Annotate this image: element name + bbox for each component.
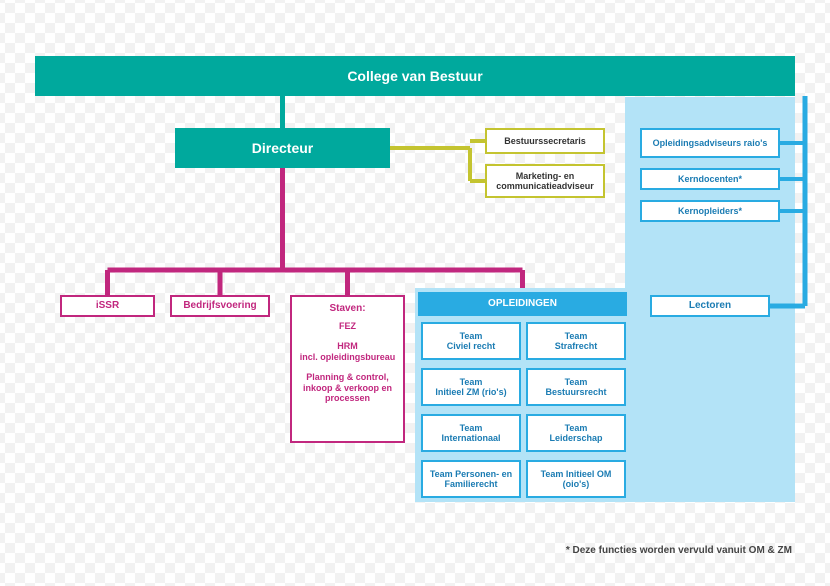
directeur: Directeur xyxy=(175,128,390,168)
kerndocenten: Kerndocenten* xyxy=(640,168,780,190)
team-3-1: Team Initieel OM (oio's) xyxy=(526,460,626,498)
bedrijfsvoering: Bedrijfsvoering xyxy=(170,295,270,317)
staven-title: Staven: xyxy=(329,303,365,315)
staven-box: Staven: FEZ HRM incl. opleidingsbureau Pl… xyxy=(290,295,405,443)
team-2-0: Team Internationaal xyxy=(421,414,521,452)
team-1-1: Team Bestuursrecht xyxy=(526,368,626,406)
opleidingsadviseurs: Opleidingsadviseurs raio's xyxy=(640,128,780,158)
team-1-0: Team Initieel ZM (rio's) xyxy=(421,368,521,406)
college-van-bestuur: College van Bestuur xyxy=(35,56,795,96)
bestuurssecretaris: Bestuurssecretaris xyxy=(485,128,605,154)
kernopleiders: Kernopleiders* xyxy=(640,200,780,222)
lectoren: Lectoren xyxy=(650,295,770,317)
team-0-0: Team Civiel recht xyxy=(421,322,521,360)
issr: iSSR xyxy=(60,295,155,317)
marketing-communicatie: Marketing- en communicatieadviseur xyxy=(485,164,605,198)
staven-body: FEZ HRM incl. opleidingsbureau Planning … xyxy=(298,321,397,404)
team-3-0: Team Personen- en Familierecht xyxy=(421,460,521,498)
team-0-1: Team Strafrecht xyxy=(526,322,626,360)
opleidingen-header: OPLEIDINGEN xyxy=(418,292,627,316)
team-2-1: Team Leiderschap xyxy=(526,414,626,452)
